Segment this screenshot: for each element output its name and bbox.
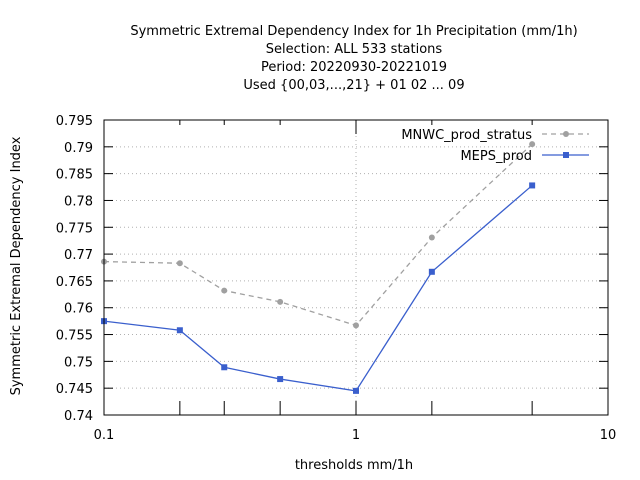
grid-lines xyxy=(104,120,608,415)
data-point xyxy=(176,327,183,334)
legend-marker xyxy=(563,152,569,158)
tick-labels: 0.74 0.745 0.75 0.755 0.76 0.765 0.77 0.775 0.78… xyxy=(56,114,616,443)
x-axis-label: thresholds mm/1h xyxy=(295,458,413,473)
legend: MNWC_prod_stratus MEPS_prod xyxy=(401,128,589,164)
plot-frame xyxy=(103,119,609,416)
data-point xyxy=(428,234,435,241)
y-tick-label: 0.74 xyxy=(64,409,93,424)
y-tick-label: 0.745 xyxy=(56,382,93,397)
y-tick-label: 0.76 xyxy=(64,302,93,317)
data-point xyxy=(529,141,536,148)
data-point xyxy=(428,268,435,275)
x-tick-label: 0.1 xyxy=(94,428,115,443)
chart-title: Symmetric Extremal Dependency Index for … xyxy=(130,24,577,93)
title-line: Used {00,03,...,21} + 01 02 ... 09 xyxy=(243,78,464,93)
legend-marker xyxy=(563,131,569,137)
series-line-MNWC_prod_stratus xyxy=(103,143,533,327)
y-tick-label: 0.765 xyxy=(56,275,93,290)
y-axis-label: Symmetric Extremal Dependency Index xyxy=(9,136,24,395)
legend-label: MEPS_prod xyxy=(460,149,532,164)
y-tick-label: 0.775 xyxy=(56,221,93,236)
data-point xyxy=(353,322,359,329)
y-tick-label: 0.755 xyxy=(56,329,93,344)
data-point xyxy=(529,182,536,189)
y-tick-label: 0.785 xyxy=(56,168,93,183)
legend-label: MNWC_prod_stratus xyxy=(401,128,532,143)
series-line-MEPS_prod xyxy=(103,184,533,392)
data-point xyxy=(353,387,359,394)
title-line: Symmetric Extremal Dependency Index for … xyxy=(130,24,577,39)
y-tick-label: 0.75 xyxy=(64,355,93,370)
y-tick-label: 0.77 xyxy=(64,248,93,263)
y-tick-label: 0.79 xyxy=(64,141,93,156)
title-line: Selection: ALL 533 stations xyxy=(266,42,443,57)
data-point xyxy=(277,298,284,305)
data-point xyxy=(277,376,284,383)
data-point xyxy=(176,260,183,267)
y-tick-label: 0.78 xyxy=(64,194,93,209)
y-tick-label: 0.795 xyxy=(56,114,93,129)
data-point xyxy=(221,364,228,371)
x-tick-label: 1 xyxy=(352,428,360,443)
x-tick-label: 10 xyxy=(600,428,617,443)
data-series xyxy=(101,141,536,394)
title-line: Period: 20220930-20221019 xyxy=(261,60,447,75)
data-point xyxy=(221,287,228,294)
